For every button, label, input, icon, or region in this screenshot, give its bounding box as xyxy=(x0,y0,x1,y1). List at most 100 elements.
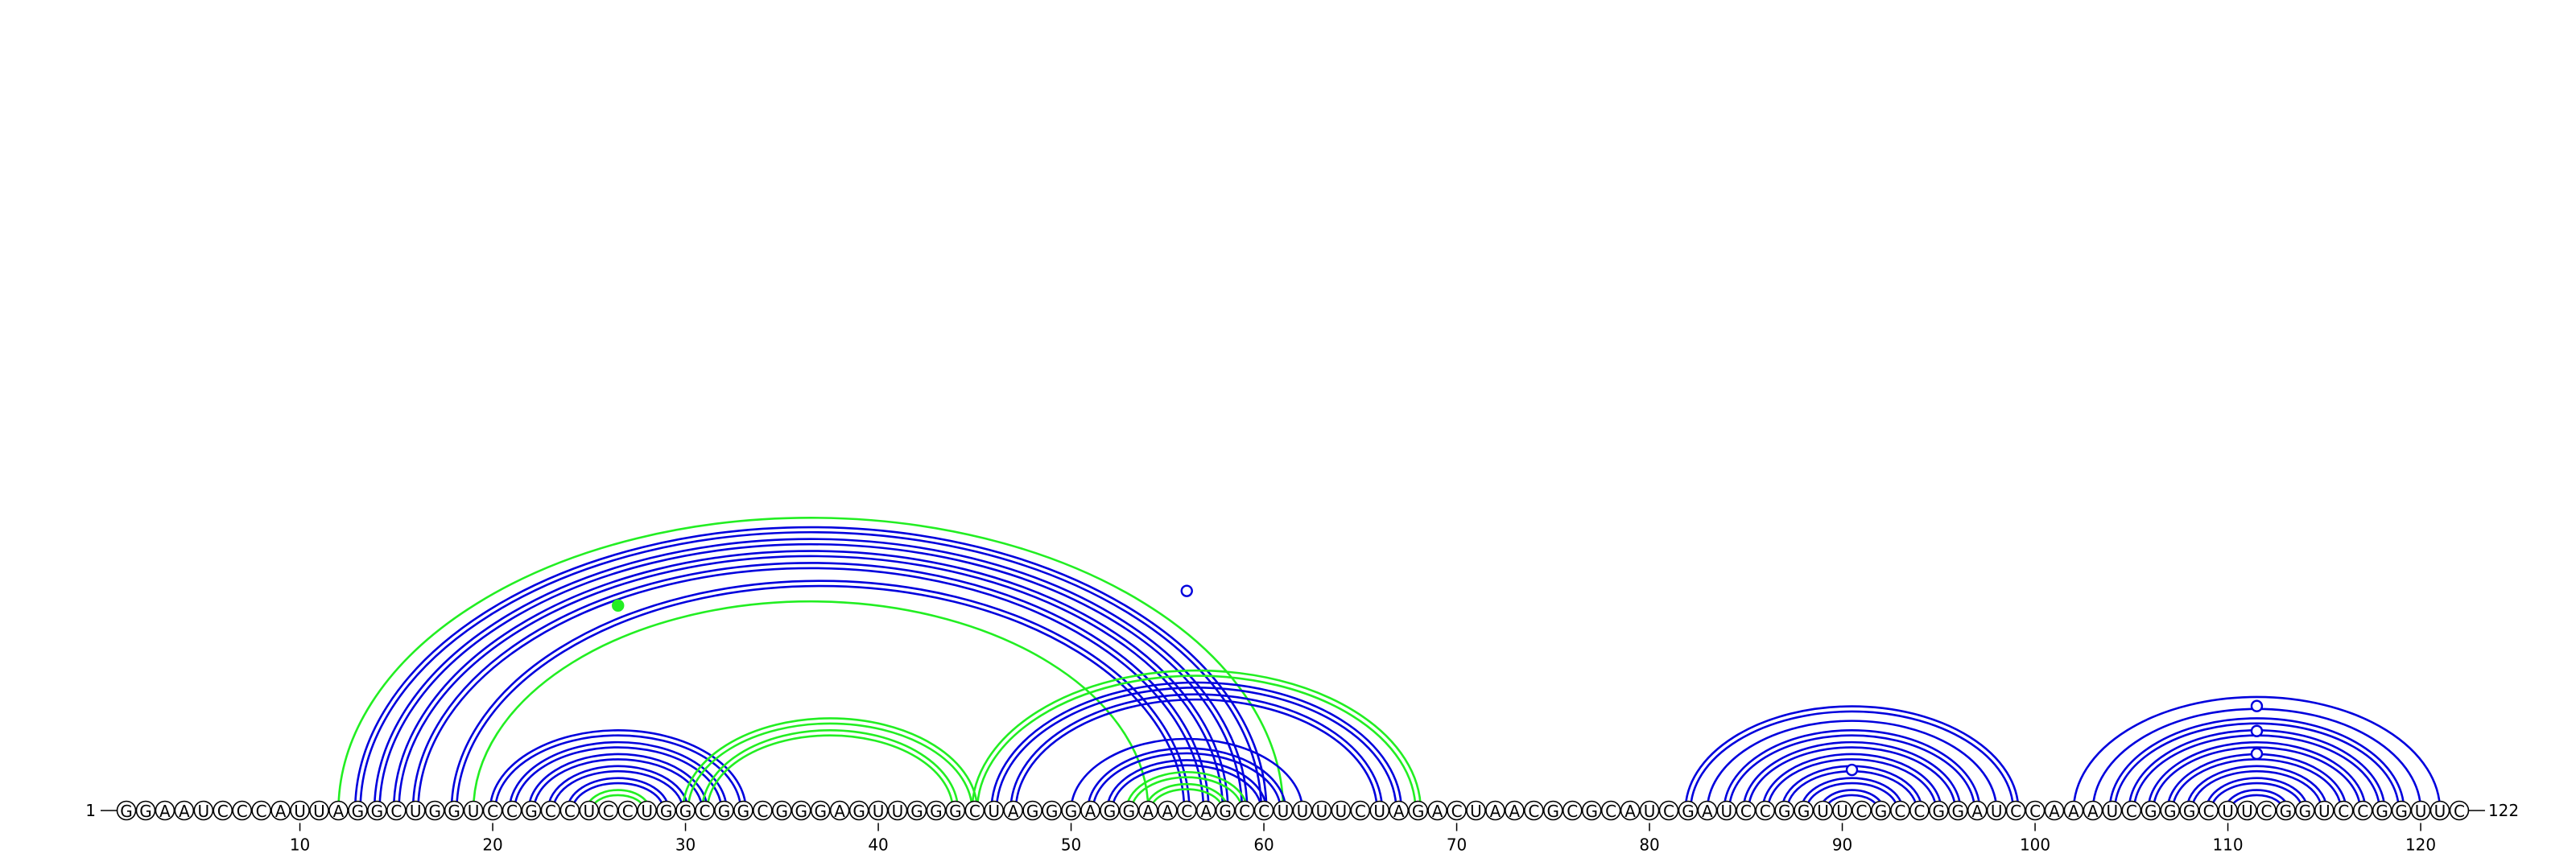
nucleotide-circle xyxy=(1600,800,1621,821)
nucleotide-circle xyxy=(1986,800,2007,821)
nucleotide-circle xyxy=(1158,800,1178,821)
nucleotide-letter: A xyxy=(1702,802,1713,821)
nucleotide-circle xyxy=(2063,800,2084,821)
tick-label: 10 xyxy=(290,835,310,855)
nucleotide-letter: G xyxy=(718,802,731,821)
arc-53-59-line-1 xyxy=(1130,776,1244,811)
nucleotide-letter: A xyxy=(1509,802,1521,821)
nucleotide-letter: A xyxy=(333,802,345,821)
nucleotide-circle xyxy=(1042,800,1062,821)
nucleotide-letter: G xyxy=(120,802,133,821)
nucleotide-circle xyxy=(791,800,811,821)
nucleotide-circle xyxy=(1485,800,1505,821)
tick-label: 90 xyxy=(1832,835,1852,855)
nucleotide-circle xyxy=(405,800,426,821)
nucleotide-letter: G xyxy=(930,802,943,821)
nucleotide-letter: G xyxy=(1123,802,1136,821)
arc-88-93-line-1 xyxy=(1805,782,1899,811)
arc-104-119-line-2 xyxy=(2108,717,2405,811)
nucleotide-letter: C xyxy=(545,802,556,821)
nucleotide-letter: C xyxy=(2260,802,2272,821)
nucleotide-letter: C xyxy=(2203,802,2215,821)
nucleotide-letter: U xyxy=(1836,802,1848,821)
nucleotide-letter: G xyxy=(1933,802,1946,821)
nucleotide-circle xyxy=(1929,800,1949,821)
nucleotide-letter: U xyxy=(410,802,422,821)
nucleotide-circle xyxy=(1774,800,1794,821)
arc-13-60-line-1 xyxy=(359,530,1263,811)
arc-23-30-line-2 xyxy=(547,765,690,811)
nucleotide-letter: U xyxy=(294,802,306,821)
nucleotide-circle xyxy=(1890,800,1910,821)
arc-30-45-line-2 xyxy=(682,717,979,811)
nucleotide-circle xyxy=(1311,800,1332,821)
arc-83-98 xyxy=(1706,720,1998,811)
nucleotide-circle xyxy=(2218,800,2238,821)
nucleotide-circle xyxy=(367,800,387,821)
arc-18-56-line-1 xyxy=(456,584,1186,811)
arc-22-31-line-2 xyxy=(527,753,708,811)
nucleotide-circle xyxy=(1947,800,1968,821)
nucleotide-letter: C xyxy=(1913,802,1925,821)
nucleotide-circle xyxy=(2256,800,2277,821)
nucleotide-circle xyxy=(1234,800,1255,821)
nucleotide-circle xyxy=(810,800,831,821)
nucleotide-circle xyxy=(1658,800,1679,821)
nucleotide-circle xyxy=(1061,800,1081,821)
nucleotide-circle xyxy=(463,800,484,821)
arc-16-57-line-1 xyxy=(417,567,1205,811)
nucleotide-circle xyxy=(926,800,947,821)
nucleotide-letter: A xyxy=(1143,802,1154,821)
nucleotide-circle xyxy=(2391,800,2412,821)
arc-47-66-line-2 xyxy=(1009,693,1384,811)
nucleotide-circle xyxy=(771,800,792,821)
nucleotide-letter: A xyxy=(1624,802,1636,821)
nucleotide-circle xyxy=(848,800,869,821)
nucleotide-circle xyxy=(733,800,753,821)
arc-52-60-line-2 xyxy=(1105,759,1268,811)
arc-23-30-line-1 xyxy=(551,769,684,811)
nucleotide-letter: A xyxy=(2049,802,2060,821)
tick-label: 70 xyxy=(1447,835,1467,855)
arc-21-32-line-2 xyxy=(508,740,728,811)
nucleotide-circle xyxy=(1716,800,1737,821)
nucleotide-letter: G xyxy=(352,802,365,821)
nucleotide-circle xyxy=(270,800,291,821)
nucleotide-letter: C xyxy=(2357,802,2368,821)
nucleotide-letter: C xyxy=(390,802,402,821)
nucleotide-letter: G xyxy=(2395,802,2408,821)
nucleotide-letter: A xyxy=(1971,802,1983,821)
nucleotide-letter: C xyxy=(1181,802,1192,821)
nucleotide-circle xyxy=(753,800,773,821)
nucleotide-circle xyxy=(2140,800,2161,821)
nucleotide-letter: G xyxy=(910,802,923,821)
nucleotide-letter: A xyxy=(1200,802,1212,821)
nucleotide-letter: G xyxy=(1026,802,1039,821)
arc-31-44-line-1 xyxy=(706,734,954,811)
nucleotide-letter: G xyxy=(1412,802,1425,821)
nucleotide-circle xyxy=(1852,800,1872,821)
nucleotide-letter: G xyxy=(371,802,384,821)
nucleotide-letter: C xyxy=(1740,802,1752,821)
nucleotide-letter: U xyxy=(2318,802,2330,821)
nucleotide-letter: G xyxy=(1952,802,1965,821)
arc-106-117-line-2 xyxy=(2147,740,2367,811)
nucleotide-letter: G xyxy=(2183,802,2196,821)
nucleotide-circle xyxy=(155,800,175,821)
arc-marker xyxy=(2250,747,2264,761)
arc-86-95-line-1 xyxy=(1766,758,1938,811)
arc-45-68-line-1 xyxy=(976,674,1417,811)
nucleotide-letter: C xyxy=(1605,802,1616,821)
arc-markers xyxy=(612,584,2264,777)
arc-16-57-line-2 xyxy=(411,562,1210,811)
nucleotide-circle xyxy=(348,800,368,821)
nucleotide-circle xyxy=(637,800,657,821)
nucleotide-letter: C xyxy=(1567,802,1578,821)
nucleotide-circle xyxy=(887,800,908,821)
nucleotide-letter: G xyxy=(852,802,865,821)
nucleotide-circle xyxy=(1524,800,1544,821)
nucleotide-letter: U xyxy=(641,802,653,821)
arc-24-29-line-1 xyxy=(571,782,665,811)
nucleotide-circle xyxy=(2121,800,2142,821)
nucleotide-letter: G xyxy=(428,802,441,821)
